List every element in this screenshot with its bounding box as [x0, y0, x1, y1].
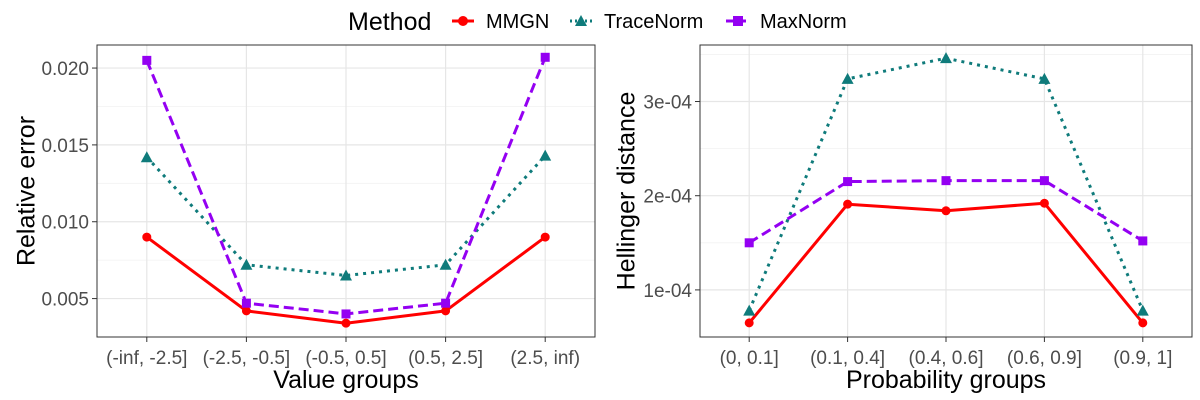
series-mmgn [744, 198, 1148, 328]
y-tick-label: 1e-04 [643, 281, 692, 302]
data-point [1136, 304, 1149, 316]
legend-entry-mmgn: MMGN [452, 11, 549, 33]
data-point [843, 199, 853, 209]
x-axis-title: Probability groups [846, 366, 1046, 394]
series-tracenorm [743, 52, 1149, 316]
data-point [240, 258, 253, 270]
y-tick-label: 0.015 [41, 136, 89, 157]
chart-panel-right: 1e-04 2e-04 3e-04 (0, 0.1] (0.1, 0.4] (0.4, … [613, 44, 1193, 394]
legend-label-tracenorm: TraceNorm [604, 11, 703, 33]
data-point [441, 298, 451, 308]
x-tick-label: (-inf, -2.5] [106, 348, 187, 369]
data-point [843, 177, 853, 187]
series-maxnorm [744, 176, 1148, 248]
data-point [439, 258, 452, 270]
y-axis-title: Relative error [13, 116, 41, 266]
x-tick-label: (0.6, 0.9] [1007, 348, 1082, 369]
x-tick-label: (0.9, 1] [1113, 348, 1172, 369]
legend-entry-maxnorm: MaxNorm [726, 11, 847, 33]
legend-marker-triangle [575, 15, 587, 26]
data-point [140, 151, 153, 163]
data-point [1038, 72, 1051, 84]
series-tracenorm [140, 149, 552, 281]
data-point [1138, 318, 1148, 328]
data-point [241, 306, 251, 316]
data-point [540, 52, 550, 62]
y-tick-label: 0.005 [41, 290, 89, 311]
y-tick-label: 2e-04 [643, 187, 692, 208]
data-point [940, 52, 952, 64]
series-maxnorm [142, 52, 550, 319]
data-point [241, 298, 251, 308]
data-point [341, 309, 351, 319]
data-point [743, 304, 756, 316]
data-point [142, 232, 152, 242]
data-point [539, 149, 552, 161]
y-tick-label: 0.020 [41, 59, 89, 80]
chart-panel-left: 0.005 0.010 0.015 0.020 (-inf, -2.5] (-2.5, … [13, 44, 596, 394]
series-line [145, 154, 547, 277]
x-tick-label: (0, 0.1] [720, 348, 779, 369]
x-tick-label: (2.5, inf) [510, 348, 580, 369]
legend-entry-tracenorm: TraceNorm [570, 11, 703, 33]
legend-marker-circle [458, 16, 468, 26]
x-tick-label: (-0.5, 0.5] [305, 348, 386, 369]
x-axis-title: Value groups [273, 366, 418, 394]
data-point [744, 318, 754, 328]
series-mmgn [142, 232, 550, 328]
data-point [941, 206, 951, 216]
data-point [540, 232, 550, 242]
data-point [142, 55, 152, 65]
x-tick-label: (0.1, 0.4] [810, 348, 885, 369]
y-tick-label: 0.010 [41, 213, 89, 234]
data-point [1039, 176, 1049, 186]
legend-title: Method [348, 8, 431, 36]
legend-marker-square [733, 16, 743, 26]
legend-label-maxnorm: MaxNorm [760, 11, 847, 33]
data-point [341, 318, 351, 328]
data-point [1138, 236, 1148, 246]
data-point [340, 269, 352, 281]
legend-label-mmgn: MMGN [486, 11, 549, 33]
x-tick-label: (0.4, 0.6] [909, 348, 984, 369]
data-point [441, 306, 451, 316]
data-point [1039, 198, 1049, 208]
x-tick-label: (0.5, 2.5] [408, 348, 483, 369]
x-tick-label: (-2.5, -0.5] [203, 348, 291, 369]
data-point [744, 238, 754, 248]
data-point [941, 176, 951, 186]
y-tick-label: 3e-04 [643, 93, 692, 114]
data-point [841, 72, 854, 84]
legend: Method MMGN TraceNorm MaxNorm [348, 8, 847, 36]
y-axis-title: Hellinger distance [613, 92, 641, 291]
